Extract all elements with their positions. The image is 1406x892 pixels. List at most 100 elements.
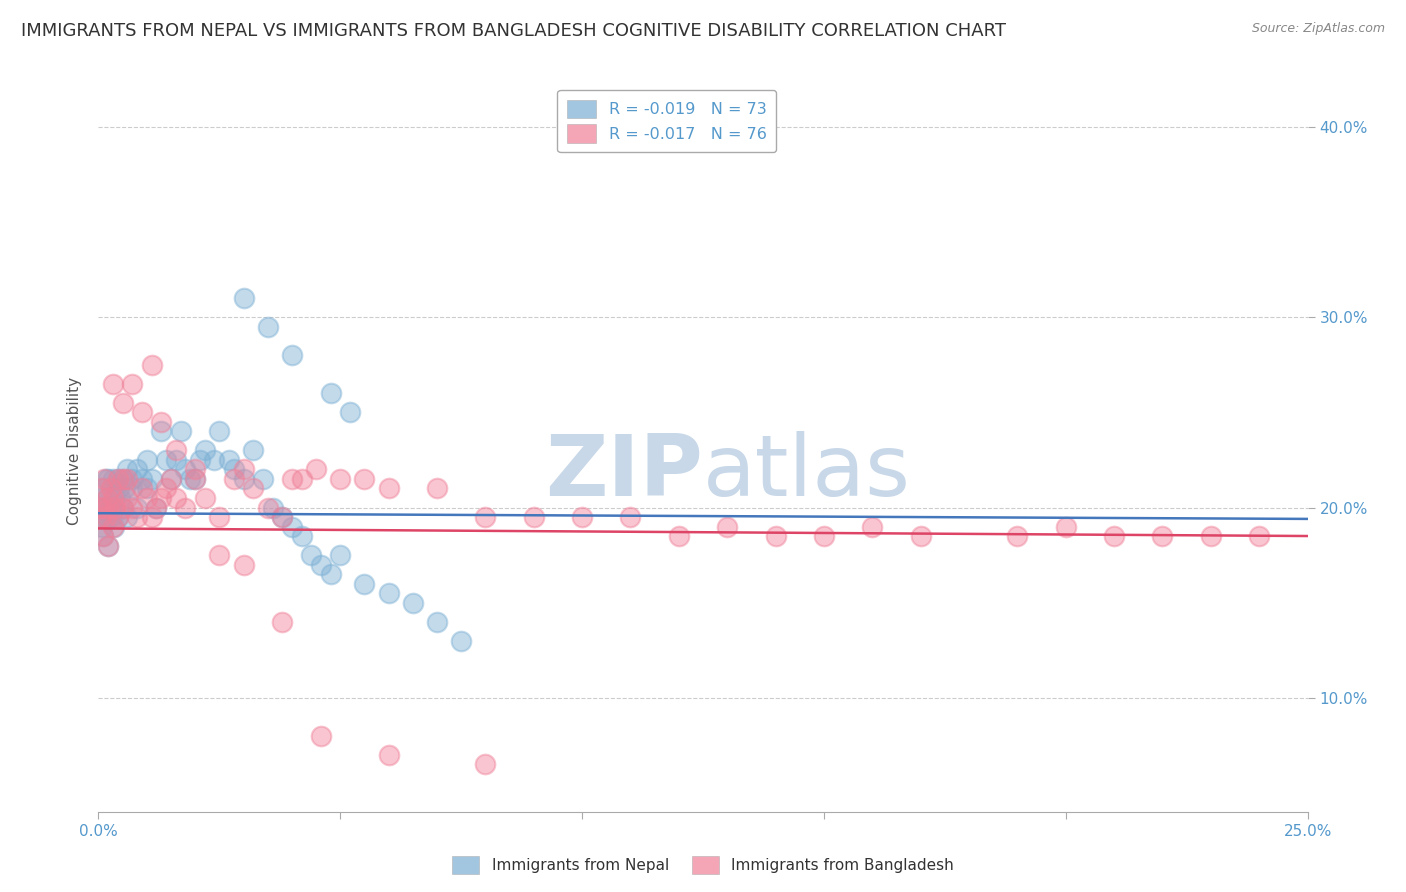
Point [108, 491, 131, 505]
Point [319, 386, 342, 401]
Point [160, 472, 183, 486]
Point [232, 472, 254, 486]
Point [91, 529, 114, 543]
Point [127, 500, 149, 515]
Point [184, 462, 207, 476]
Point [89, 500, 111, 515]
Point [103, 519, 125, 533]
Point [252, 472, 274, 486]
Point [242, 443, 264, 458]
Point [141, 510, 163, 524]
Point [716, 519, 738, 533]
Point [121, 500, 143, 515]
Point [668, 529, 690, 543]
Point [208, 425, 231, 439]
Point [299, 548, 322, 562]
Point [309, 729, 332, 743]
Point [377, 747, 399, 762]
Point [309, 558, 332, 572]
Point [290, 472, 312, 486]
Point [271, 615, 294, 629]
Point [222, 462, 245, 476]
Point [97, 472, 120, 486]
Point [155, 482, 177, 496]
Point [271, 510, 294, 524]
Point [97, 500, 120, 515]
Point [117, 472, 139, 486]
Point [329, 472, 352, 486]
Point [121, 376, 143, 391]
Point [402, 596, 425, 610]
Point [290, 529, 312, 543]
Point [111, 396, 134, 410]
Point [1102, 529, 1125, 543]
Point [93, 472, 115, 486]
Point [90, 510, 112, 524]
Point [91, 529, 114, 543]
Point [96, 491, 118, 505]
Point [94, 510, 117, 524]
Point [117, 510, 139, 524]
Point [1199, 529, 1222, 543]
Legend: Immigrants from Nepal, Immigrants from Bangladesh: Immigrants from Nepal, Immigrants from B… [446, 850, 960, 880]
Point [1249, 529, 1271, 543]
Point [426, 615, 449, 629]
Point [131, 405, 153, 419]
Point [474, 757, 496, 772]
Point [353, 576, 375, 591]
Point [222, 472, 245, 486]
Point [179, 472, 201, 486]
Point [107, 472, 129, 486]
Point [98, 510, 121, 524]
Point [426, 482, 449, 496]
Point [131, 472, 153, 486]
Point [860, 519, 883, 533]
Point [107, 510, 129, 524]
Point [256, 319, 278, 334]
Point [450, 633, 472, 648]
Point [94, 472, 117, 486]
Text: atlas: atlas [703, 431, 911, 514]
Point [150, 415, 173, 429]
Point [101, 472, 124, 486]
Point [90, 491, 112, 505]
Point [165, 491, 187, 505]
Point [208, 548, 231, 562]
Point [91, 519, 114, 533]
Point [96, 510, 118, 524]
Point [101, 510, 124, 524]
Point [1054, 519, 1077, 533]
Point [100, 482, 122, 496]
Point [218, 453, 240, 467]
Point [145, 500, 167, 515]
Point [208, 510, 231, 524]
Point [271, 510, 294, 524]
Point [107, 472, 129, 486]
Point [194, 491, 217, 505]
Point [141, 358, 163, 372]
Point [474, 510, 496, 524]
Point [145, 500, 167, 515]
Point [101, 519, 124, 533]
Point [96, 491, 118, 505]
Point [1007, 529, 1029, 543]
Point [150, 425, 173, 439]
Point [101, 500, 124, 515]
Point [117, 491, 139, 505]
Point [90, 510, 112, 524]
Point [93, 500, 115, 515]
Point [571, 510, 593, 524]
Point [101, 491, 124, 505]
Point [256, 500, 278, 515]
Point [135, 482, 157, 496]
Point [150, 491, 173, 505]
Point [281, 472, 304, 486]
Point [117, 462, 139, 476]
Point [184, 472, 207, 486]
Point [242, 482, 264, 496]
Point [104, 500, 127, 515]
Point [204, 453, 226, 467]
Point [89, 500, 111, 515]
Point [127, 462, 149, 476]
Point [329, 548, 352, 562]
